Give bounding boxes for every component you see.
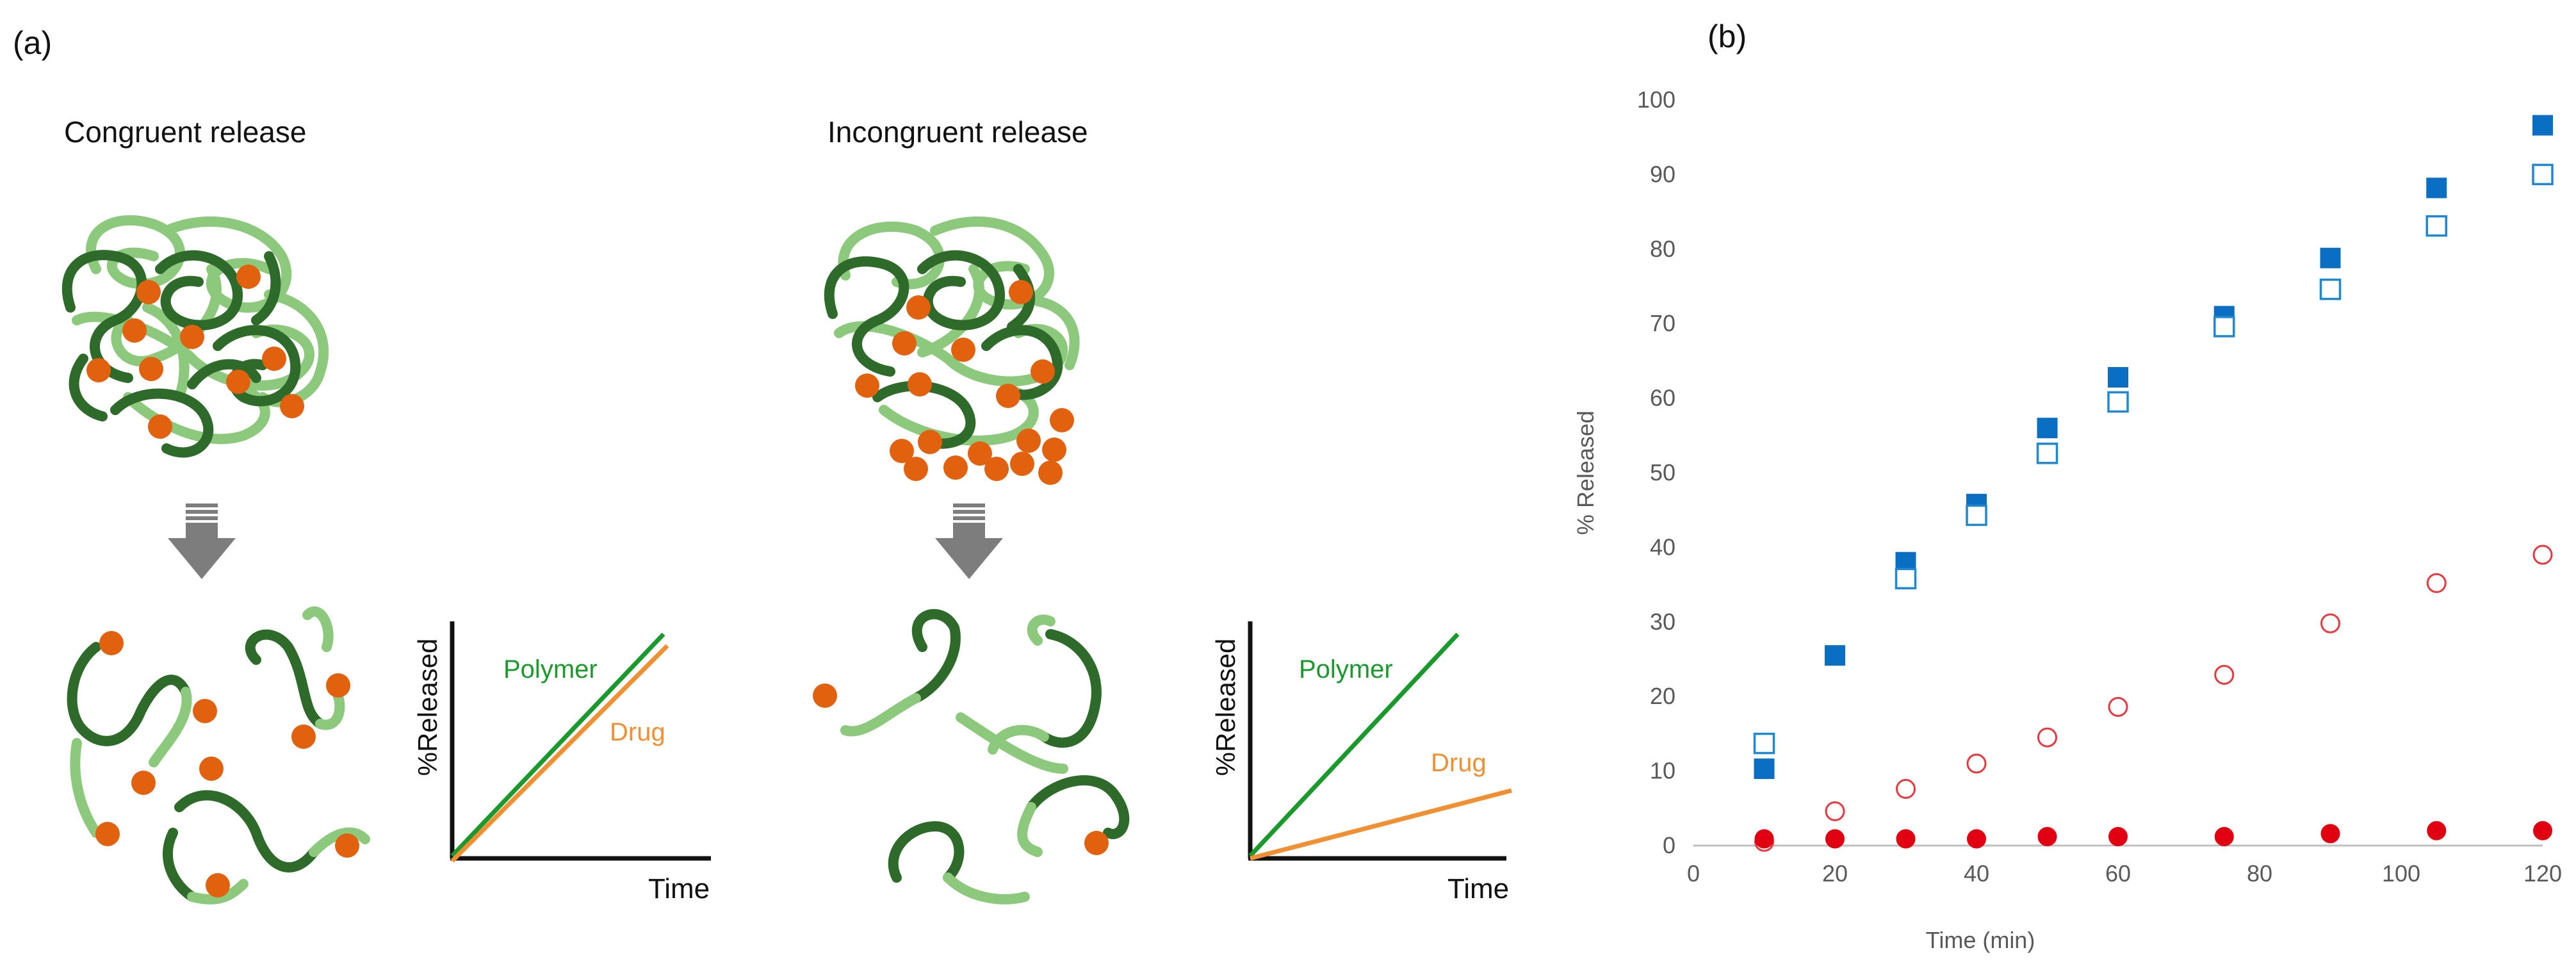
series-1-point bbox=[1754, 758, 1775, 780]
congruent-polymer-line bbox=[450, 632, 665, 858]
series-1-point bbox=[2532, 115, 2553, 136]
series-4-point bbox=[1896, 829, 1916, 849]
congruent-release-graph: %Released Time Polymer Drug bbox=[412, 621, 711, 905]
series-2-point bbox=[1895, 568, 1917, 590]
congruent-drug-line bbox=[450, 644, 669, 863]
y-tick-label: 100 bbox=[1637, 86, 1675, 113]
panel-b: (b) 0 20 40 60 80 100 120 0 10 20 30 40 50 60 70 80 90 10… bbox=[1572, 19, 2562, 953]
y-tick-label: 40 bbox=[1650, 534, 1675, 560]
panel-a: (a) Congruent release bbox=[13, 25, 1512, 905]
incongruent-drug-label: Drug bbox=[1431, 749, 1487, 777]
y-axis-title: % Released bbox=[1572, 411, 1599, 535]
series-2-point bbox=[2213, 316, 2235, 338]
series-1-point bbox=[2108, 367, 2128, 388]
congruent-fragments-illustration bbox=[67, 606, 370, 905]
y-tick-label: 0 bbox=[1663, 832, 1675, 858]
incongruent-drug-line bbox=[1250, 788, 1512, 861]
x-tick-label: 120 bbox=[2523, 860, 2562, 887]
series-2-point bbox=[2532, 163, 2554, 186]
incongruent-fragments-illustration bbox=[813, 609, 1130, 905]
series-3-point bbox=[2037, 727, 2057, 748]
x-tick-label: 0 bbox=[1687, 860, 1700, 887]
y-tick-label: 50 bbox=[1650, 459, 1675, 486]
x-axis-title: Time (min) bbox=[1926, 927, 2035, 953]
series-2-point bbox=[2107, 391, 2129, 413]
series-4-point bbox=[1967, 829, 1986, 849]
incongruent-polymer-ball-illustration bbox=[824, 216, 1080, 485]
congruent-graph-ylabel: %Released bbox=[412, 639, 443, 776]
series-4-point bbox=[2320, 824, 2340, 844]
incongruent-polymer-label: Polymer bbox=[1299, 655, 1393, 684]
series-2-point bbox=[1966, 504, 1987, 527]
congruent-title: Congruent release bbox=[64, 115, 306, 149]
series-3-point bbox=[1896, 779, 1916, 799]
incongruent-title: Incongruent release bbox=[827, 115, 1088, 149]
series-4-point bbox=[2108, 827, 2128, 847]
series-4-point bbox=[2037, 827, 2057, 847]
incongruent-down-arrow-icon bbox=[935, 503, 1003, 579]
series-2-point bbox=[2036, 442, 2058, 464]
y-tick-label: 20 bbox=[1650, 683, 1675, 709]
incongruent-polymer-line bbox=[1248, 632, 1460, 858]
release-scatter-chart: 0 20 40 60 80 100 120 0 10 20 30 40 50 60 70 80 90 100 Ti… bbox=[1572, 86, 2562, 953]
series-1-point bbox=[2320, 247, 2341, 268]
series-4-point bbox=[2533, 821, 2552, 840]
chart-ticks: 0 20 40 60 80 100 120 0 10 20 30 40 50 60 70 80 90 100 bbox=[1637, 86, 2562, 887]
series-2-point bbox=[2425, 215, 2447, 237]
series-4-point bbox=[2427, 821, 2447, 840]
series-3-point bbox=[2214, 664, 2235, 685]
congruent-polymer-ball-illustration bbox=[61, 215, 329, 458]
series-4-point bbox=[2214, 827, 2234, 847]
congruent-down-arrow-icon bbox=[168, 503, 236, 579]
congruent-graph-xlabel: Time bbox=[648, 873, 710, 905]
series-1-point bbox=[2426, 177, 2447, 199]
panel-a-label: (a) bbox=[13, 25, 52, 61]
congruent-drug-label: Drug bbox=[610, 718, 665, 746]
y-tick-label: 70 bbox=[1650, 310, 1675, 336]
series-2-point bbox=[2319, 278, 2342, 300]
series-3-point bbox=[2320, 613, 2340, 634]
series-3-point bbox=[2532, 544, 2553, 565]
x-tick-label: 100 bbox=[2382, 860, 2420, 887]
series-2-point bbox=[1753, 732, 1775, 755]
y-tick-label: 30 bbox=[1650, 609, 1675, 635]
series-3-point bbox=[1825, 801, 1845, 821]
incongruent-release-graph: %Released Time Polymer Drug bbox=[1211, 621, 1512, 905]
incongruent-graph-ylabel: %Released bbox=[1211, 639, 1241, 776]
x-tick-label: 40 bbox=[1964, 860, 1989, 887]
y-tick-label: 10 bbox=[1650, 758, 1675, 784]
chart-points bbox=[1753, 115, 2554, 852]
x-tick-label: 60 bbox=[2105, 860, 2131, 887]
incongruent-graph-xlabel: Time bbox=[1447, 873, 1509, 905]
series-1-point bbox=[1825, 645, 1845, 666]
y-tick-label: 80 bbox=[1650, 236, 1675, 262]
x-tick-label: 20 bbox=[1822, 860, 1848, 887]
series-3-point bbox=[2426, 573, 2447, 593]
panel-b-label: (b) bbox=[1708, 19, 1747, 54]
congruent-polymer-label: Polymer bbox=[503, 655, 598, 684]
series-3-point bbox=[2108, 696, 2128, 717]
series-1-point bbox=[2037, 418, 2058, 439]
series-4-point bbox=[1754, 829, 1774, 849]
series-4-point bbox=[1825, 829, 1845, 849]
x-tick-label: 80 bbox=[2247, 860, 2272, 887]
series-3-point bbox=[1966, 753, 1987, 774]
y-tick-label: 90 bbox=[1650, 161, 1675, 187]
y-tick-label: 60 bbox=[1650, 385, 1675, 411]
